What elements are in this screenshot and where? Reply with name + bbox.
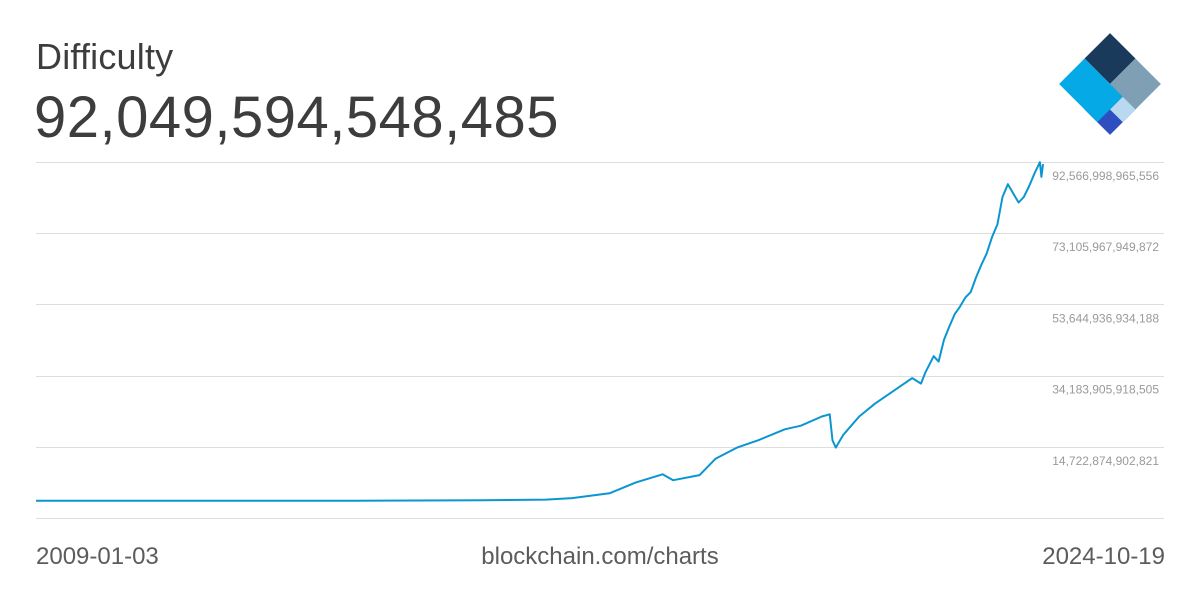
- series-line: [36, 161, 1044, 502]
- chart-title: Difficulty: [36, 36, 174, 77]
- source-link[interactable]: blockchain.com/charts: [481, 543, 719, 570]
- y-tick-label: 34,183,905,918,505: [1052, 383, 1159, 397]
- x-axis-start-label: 2009-01-03: [36, 543, 159, 570]
- x-axis-end-label: 2024-10-19: [1042, 543, 1165, 570]
- blockchain-diamond-icon: [1059, 33, 1161, 135]
- series-layer: [36, 161, 1044, 502]
- y-tick-label: 73,105,967,949,872: [1052, 240, 1159, 254]
- y-tick-label: 14,722,874,902,821: [1052, 454, 1159, 468]
- y-axis-labels: 92,566,998,965,556 73,105,967,949,872 53,6…: [1052, 169, 1159, 468]
- y-tick-label: 53,644,936,934,188: [1052, 311, 1159, 325]
- grid-layer: [36, 162, 1164, 519]
- current-value: 92,049,594,548,485: [34, 85, 560, 150]
- y-tick-label: 92,566,998,965,556: [1052, 169, 1159, 183]
